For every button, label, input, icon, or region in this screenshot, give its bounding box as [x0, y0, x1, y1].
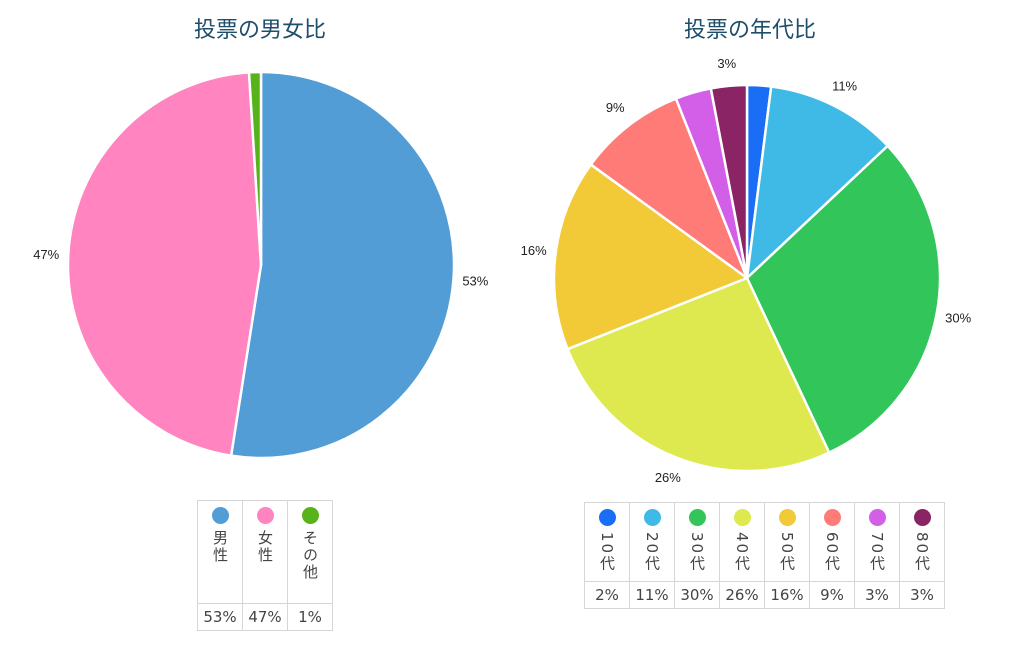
- age-data-label-5: 16%: [521, 243, 547, 258]
- gender-legend-swatch-3: [301, 507, 319, 524]
- age-slice-4: [566, 276, 831, 473]
- gender-legend-value-1: 53%: [197, 603, 243, 631]
- age-legend-labels-row: 10代 20代 30代 40代 50代 60代 70代 80代: [584, 502, 945, 582]
- age-data-label-4: 26%: [655, 470, 681, 485]
- age-legend-value-6: 9%: [809, 581, 855, 609]
- age-legend-swatch-1: [598, 509, 616, 526]
- age-legend-value-3: 30%: [674, 581, 720, 609]
- age-slice-6: [589, 97, 749, 280]
- age-data-label-6: 9%: [606, 100, 625, 115]
- age-legend-swatch-5: [778, 509, 796, 526]
- age-legend-label-7: 70代: [868, 532, 886, 573]
- age-legend-label-2: 20代: [643, 532, 661, 573]
- age-legend-swatch-8: [913, 509, 931, 526]
- gender-legend-swatch-2: [256, 507, 274, 524]
- gender-legend-label-1: 男性: [211, 530, 229, 564]
- age-legend-item-7: 70代: [854, 502, 900, 582]
- age-data-label-8: 3%: [717, 56, 736, 71]
- age-data-label-3: 30%: [945, 310, 971, 325]
- age-legend-item-4: 40代: [719, 502, 765, 582]
- gender-legend-values-row: 53% 47% 1%: [197, 603, 333, 631]
- age-legend-value-2: 11%: [629, 581, 675, 609]
- gender-legend-item-2: 女性: [242, 500, 288, 604]
- gender-legend-value-3: 1%: [287, 603, 333, 631]
- age-legend-label-4: 40代: [733, 532, 751, 573]
- age-legend-label-6: 60代: [823, 532, 841, 573]
- age-legend-swatch-4: [733, 509, 751, 526]
- gender-slice-1: [229, 70, 456, 460]
- age-legend-label-5: 50代: [778, 532, 796, 573]
- age-legend-item-2: 20代: [629, 502, 675, 582]
- age-legend-label-3: 30代: [688, 532, 706, 573]
- gender-legend-labels-row: 男性 女性 その他: [197, 500, 333, 604]
- age-slice-2: [745, 85, 889, 280]
- gender-legend-swatch-1: [211, 507, 229, 524]
- age-legend-swatch-7: [868, 509, 886, 526]
- age-legend-value-4: 26%: [719, 581, 765, 609]
- age-legend-label-8: 80代: [913, 532, 931, 573]
- age-legend-item-8: 80代: [899, 502, 945, 582]
- age-legend-value-8: 3%: [899, 581, 945, 609]
- age-data-label-2: 11%: [832, 78, 857, 93]
- gender-legend-label-2: 女性: [256, 530, 274, 564]
- gender-data-label-2: 47%: [33, 247, 59, 262]
- gender-slice-2: [66, 71, 263, 457]
- age-legend-swatch-2: [643, 509, 661, 526]
- age-legend-item-5: 50代: [764, 502, 810, 582]
- age-legend-value-7: 3%: [854, 581, 900, 609]
- gender-slice-3: [247, 70, 263, 267]
- gender-data-label-1: 53%: [462, 274, 488, 289]
- gender-legend-label-3: その他: [301, 530, 319, 581]
- age-legend-label-1: 10代: [598, 532, 616, 573]
- age-legend-values-row: 2% 11% 30% 26% 16% 9% 3% 3%: [584, 581, 945, 609]
- age-legend-value-5: 16%: [764, 581, 810, 609]
- age-legend-item-1: 10代: [584, 502, 630, 582]
- age-legend-item-3: 30代: [674, 502, 720, 582]
- gender-legend-table: 男性 女性 その他 53% 47% 1%: [197, 500, 333, 631]
- gender-chart-title: 投票の男女比: [193, 18, 326, 43]
- age-slice-3: [745, 144, 942, 454]
- age-slice-5: [552, 163, 749, 351]
- age-chart-title: 投票の年代比: [683, 18, 816, 43]
- age-legend-swatch-6: [823, 509, 841, 526]
- gender-legend-item-3: その他: [287, 500, 333, 604]
- gender-legend-value-2: 47%: [242, 603, 288, 631]
- age-legend-swatch-3: [688, 509, 706, 526]
- age-legend-value-1: 2%: [584, 581, 630, 609]
- age-legend-table: 10代 20代 30代 40代 50代 60代 70代 80代 2% 11% 30% 26% 16% 9…: [584, 502, 945, 609]
- gender-legend-item-1: 男性: [197, 500, 243, 604]
- age-legend-item-6: 60代: [809, 502, 855, 582]
- age-slice-8: [709, 83, 749, 280]
